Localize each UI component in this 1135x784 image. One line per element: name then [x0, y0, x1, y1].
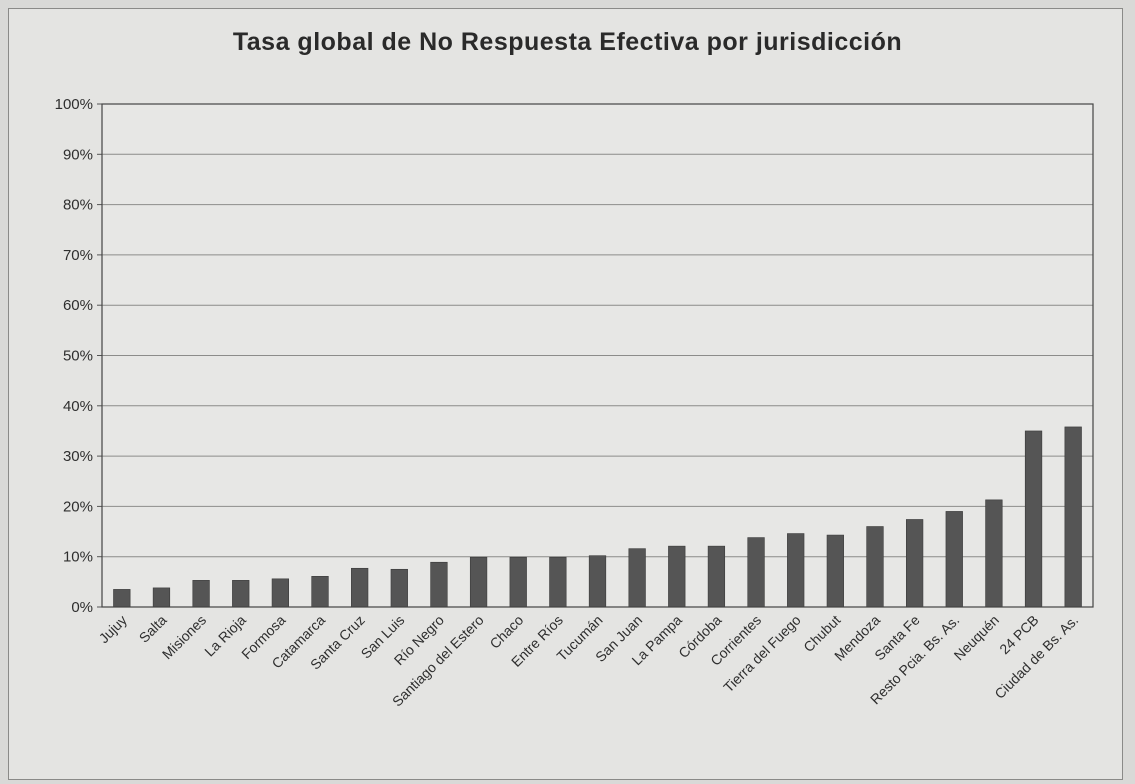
- bar: [747, 537, 765, 608]
- bar: [1024, 430, 1043, 608]
- y-tick-label: 100%: [55, 96, 93, 113]
- bar: [588, 555, 607, 608]
- y-tick-label: 60%: [63, 297, 93, 314]
- y-tick-label: 90%: [63, 146, 93, 163]
- y-tick-labels: 0% 10% 20% 30% 40% 50% 60% 70% 80% 90% 100%: [55, 96, 93, 616]
- bar: [549, 556, 567, 608]
- bar: [866, 526, 884, 608]
- y-tick-label: 70%: [63, 247, 93, 264]
- plot-border: [101, 103, 1094, 608]
- bar: [787, 533, 805, 608]
- bar: [1064, 426, 1082, 608]
- bar: [232, 580, 250, 608]
- x-tick-label: Salta: [136, 612, 170, 646]
- y-tick-label: 0%: [71, 599, 93, 616]
- bar: [192, 580, 210, 608]
- bar: [668, 545, 686, 608]
- chart-title: Tasa global de No Respuesta Efectiva por…: [232, 28, 903, 56]
- bar: [905, 519, 924, 608]
- y-tick-label: 40%: [63, 398, 93, 415]
- bar: [351, 567, 369, 608]
- bar: [509, 556, 527, 608]
- bar: [390, 568, 408, 608]
- bar: [430, 561, 448, 608]
- x-tick-label: Jujuy: [96, 612, 130, 646]
- axes: [97, 103, 1094, 608]
- bars: [113, 426, 1082, 608]
- bar: [826, 534, 844, 608]
- bar: [945, 511, 963, 608]
- bar: [311, 576, 329, 608]
- bar: [113, 589, 131, 608]
- bar: [152, 587, 171, 608]
- y-tick-label: 10%: [63, 549, 93, 566]
- y-tick-label: 30%: [63, 448, 93, 465]
- bar: [985, 499, 1003, 608]
- bar: [469, 556, 488, 608]
- bar: [628, 548, 646, 608]
- y-tick-label: 20%: [63, 498, 93, 515]
- y-tick-label: 50%: [63, 348, 93, 365]
- gridlines: [102, 103, 1093, 608]
- y-tick-label: 80%: [63, 197, 93, 214]
- x-tick-label: Misiones: [159, 612, 209, 662]
- bar: [271, 578, 290, 608]
- bar: [707, 545, 726, 608]
